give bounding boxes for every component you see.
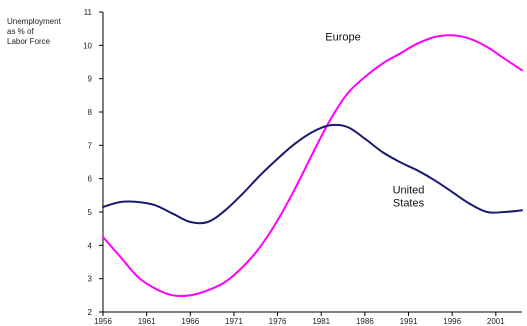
y-axis-label-line-1: Unemployment bbox=[7, 17, 61, 26]
x-tick-label: 1981 bbox=[312, 317, 330, 326]
series-annotation-1: Europe bbox=[325, 31, 360, 43]
x-tick-label: 2001 bbox=[487, 317, 505, 326]
y-tick-label: 9 bbox=[88, 75, 93, 84]
y-tick-label: 8 bbox=[88, 108, 93, 117]
series-line-united-states bbox=[102, 123, 523, 225]
x-tick-label: 1986 bbox=[356, 317, 374, 326]
series-annotation-2: United States bbox=[393, 185, 425, 210]
x-tick-label: 1971 bbox=[225, 317, 243, 326]
y-tick-label: 11 bbox=[84, 8, 93, 17]
y-tick-label: 6 bbox=[88, 175, 93, 184]
y-axis-label-line-2: as % of bbox=[7, 27, 34, 36]
annotation-line: United bbox=[393, 185, 425, 197]
x-tick-label: 1996 bbox=[443, 317, 461, 326]
x-tick-label: 1956 bbox=[94, 317, 112, 326]
y-tick-label: 4 bbox=[88, 241, 93, 250]
y-tick-label: 7 bbox=[88, 141, 93, 150]
y-tick-label: 2 bbox=[88, 308, 93, 317]
y-tick-label: 3 bbox=[88, 275, 93, 284]
y-tick-label: 10 bbox=[83, 41, 92, 50]
x-tick-label: 1961 bbox=[138, 317, 156, 326]
y-axis-label: Unemployment as % of Labor Force bbox=[7, 17, 61, 47]
x-tick-label: 1991 bbox=[400, 317, 418, 326]
annotation-line: States bbox=[393, 198, 425, 210]
series-line-europe bbox=[102, 34, 523, 298]
x-tick-label: 1966 bbox=[181, 317, 199, 326]
y-tick-label: 5 bbox=[88, 208, 93, 217]
x-tick-label: 1976 bbox=[269, 317, 287, 326]
y-axis-label-line-3: Labor Force bbox=[7, 37, 51, 46]
